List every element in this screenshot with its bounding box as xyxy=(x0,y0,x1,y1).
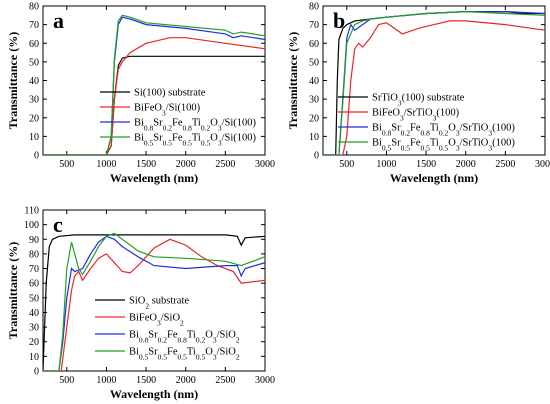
series-line-2 xyxy=(43,37,265,155)
x-tick-label: 500 xyxy=(59,159,74,170)
y-tick-label: 70 xyxy=(29,264,39,275)
y-tick-label: 50 xyxy=(29,57,39,68)
y-tick-label: 30 xyxy=(29,95,39,106)
legend-label: SrTiO3(100) substrate xyxy=(372,93,465,108)
x-tick-label: 1500 xyxy=(416,159,436,170)
x-axis-title: Wavelength (nm) xyxy=(390,171,478,185)
x-tick-label: 1500 xyxy=(136,159,156,170)
y-tick-label: 50 xyxy=(309,57,319,68)
chart-panel-a: 500 1000 1500 2000 2500 3000 0 10 20 30 40 50 60 70 80… xyxy=(6,2,275,186)
x-tick-label: 2000 xyxy=(456,159,476,170)
legend-label: Bi0.8Sr0.2Fe0.8Ti0.2O3/SiO2 xyxy=(129,330,240,345)
x-axis-title: Wavelength (nm) xyxy=(110,171,198,185)
x-tick-label: 1000 xyxy=(96,375,116,386)
y-tick-label: 40 xyxy=(29,76,39,87)
plot-frame xyxy=(42,209,266,372)
y-tick-label: 20 xyxy=(29,113,39,124)
y-tick-label: 20 xyxy=(309,113,319,124)
panel-label: b xyxy=(333,8,345,33)
y-axis-title: Transmittance (%) xyxy=(6,242,20,339)
x-tick-label: 3000 xyxy=(255,375,275,386)
legend-label: Si(100) substrate xyxy=(134,88,206,99)
x-tick-label: 2500 xyxy=(215,375,235,386)
y-tick-label: 80 xyxy=(29,2,39,13)
y-tick-label: 80 xyxy=(309,2,319,13)
y-tick-label: 60 xyxy=(29,39,39,50)
x-tick-label: 2000 xyxy=(176,375,196,386)
y-axis-title: Transmittance (%) xyxy=(286,32,300,129)
x-tick-label: 1000 xyxy=(376,159,396,170)
y-tick-label: 90 xyxy=(29,235,39,246)
y-tick-label: 0 xyxy=(34,151,39,162)
y-tick-label: 0 xyxy=(34,367,39,378)
series-line-4 xyxy=(43,232,265,371)
series-line-2 xyxy=(323,20,545,155)
y-tick-label: 10 xyxy=(309,132,319,143)
legend-label: Bi0.5Sr0.5Fe0.5Ti0.5O3/SrTiO3(100) xyxy=(372,138,515,153)
series-line-1 xyxy=(43,234,265,371)
y-tick-label: 10 xyxy=(29,132,39,143)
legend-label: Bi0.5Sr0.5Fe0.5Ti0.5O3/Si(100) xyxy=(134,133,256,148)
y-tick-label: 110 xyxy=(24,206,39,217)
y-tick-label: 60 xyxy=(29,279,39,290)
x-tick-label: 1500 xyxy=(136,375,156,386)
y-tick-label: 40 xyxy=(29,308,39,319)
y-tick-label: 0 xyxy=(314,151,319,162)
legend-label: BiFeO3/SiO2 xyxy=(129,313,184,328)
chart-panel-c: 500 1000 1500 2000 2500 3000 0 10 20 30 40 50 60 70 80… xyxy=(6,206,275,402)
x-tick-label: 500 xyxy=(59,375,74,386)
x-tick-label: 500 xyxy=(339,159,354,170)
y-tick-label: 40 xyxy=(309,76,319,87)
legend-label: Bi0.5Sr0.5Fe0.5Ti0.5O3/SiO2 xyxy=(129,347,240,362)
y-tick-label: 20 xyxy=(29,337,39,348)
panel-label: c xyxy=(53,212,63,237)
legend-label: Bi0.8Sr0.2Fe0.8Ti0.2O3/SrTiO3(100) xyxy=(372,123,515,138)
y-tick-label: 70 xyxy=(29,20,39,31)
y-tick-label: 100 xyxy=(24,220,39,231)
y-tick-label: 60 xyxy=(309,39,319,50)
chart-panel-b: 500 1000 1500 2000 2500 3000 0 10 20 30 40 50 60 70 80… xyxy=(286,2,550,186)
x-tick-label: 3000 xyxy=(255,159,275,170)
y-tick-label: 50 xyxy=(29,293,39,304)
y-tick-label: 80 xyxy=(29,249,39,260)
x-tick-label: 2000 xyxy=(176,159,196,170)
series-line-2 xyxy=(43,238,265,371)
x-tick-label: 2500 xyxy=(215,159,235,170)
y-tick-label: 30 xyxy=(29,323,39,334)
y-axis-title: Transmittance (%) xyxy=(6,32,20,129)
x-tick-label: 3000 xyxy=(535,159,550,170)
x-tick-label: 2500 xyxy=(495,159,515,170)
panel-label: a xyxy=(53,8,64,33)
legend-label: BiFeO3/SrTiO3(100) xyxy=(372,108,460,123)
legend-label: BiFeO3/Si(100) xyxy=(134,103,201,118)
x-tick-label: 1000 xyxy=(96,159,116,170)
y-tick-label: 70 xyxy=(309,20,319,31)
y-tick-label: 10 xyxy=(29,352,39,363)
x-axis-title: Wavelength (nm) xyxy=(110,387,198,401)
legend-label: Bi0.8Sr0.2Fe0.8Ti0.2O3/Si(100) xyxy=(134,118,256,133)
legend-label: SiO2 substrate xyxy=(129,296,189,311)
series-line-3 xyxy=(43,235,265,371)
y-tick-label: 30 xyxy=(309,95,319,106)
